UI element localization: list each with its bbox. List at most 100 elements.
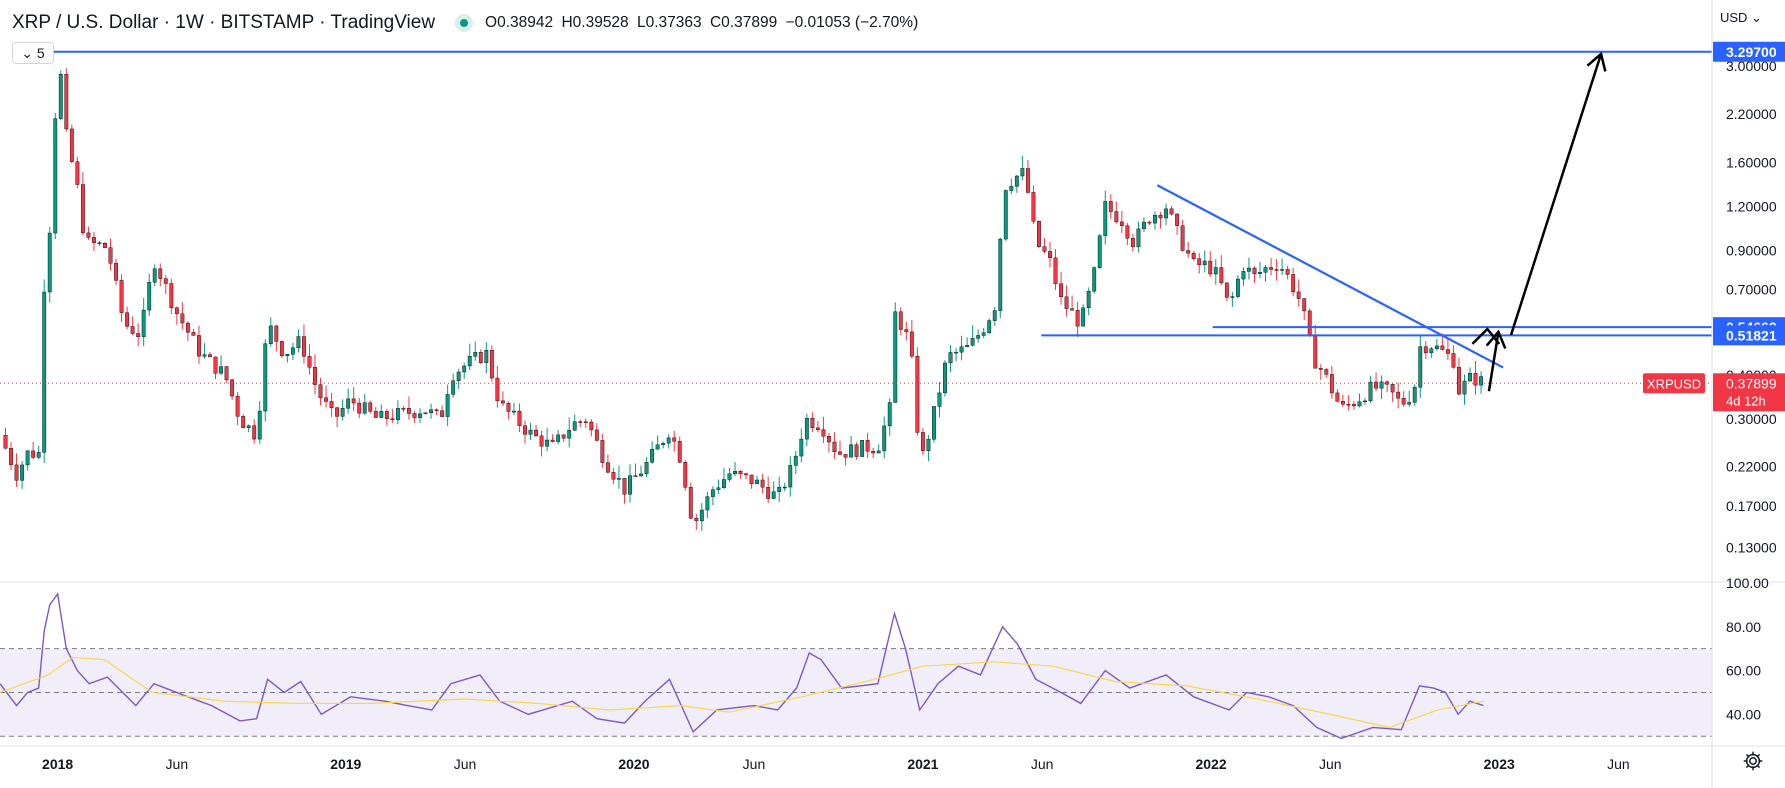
candle-down[interactable] [1451,353,1456,368]
candle-up[interactable] [556,434,561,442]
candle-down[interactable] [1302,298,1307,312]
candle-down[interactable] [1291,274,1296,293]
candle-down[interactable] [1186,250,1191,254]
candle-up[interactable] [1468,373,1472,382]
candle-up[interactable] [793,455,798,466]
candle-down[interactable] [191,332,196,336]
candle-up[interactable] [152,268,157,283]
candle-up[interactable] [1020,168,1025,177]
candle-down[interactable] [97,242,102,245]
candle-down[interactable] [324,397,328,402]
candle-up[interactable] [545,439,550,447]
candle-down[interactable] [103,243,107,248]
candle-up[interactable] [484,350,489,363]
candle-up[interactable] [219,366,223,374]
candle-up[interactable] [699,509,704,522]
candle-up[interactable] [650,448,655,463]
candle-down[interactable] [1114,211,1119,223]
candle-down[interactable] [252,425,257,440]
candle-down[interactable] [368,402,373,412]
candle-down[interactable] [500,400,505,404]
candle-down[interactable] [1048,251,1052,259]
candle-up[interactable] [1379,381,1384,389]
candle-up[interactable] [202,354,207,357]
candle-down[interactable] [1130,238,1135,248]
candle-down[interactable] [401,408,406,410]
candle-down[interactable] [335,407,340,417]
candle-up[interactable] [1086,290,1091,309]
candle-up[interactable] [340,408,345,417]
candle-up[interactable] [20,464,25,481]
candle-down[interactable] [351,398,356,404]
candle-down[interactable] [578,421,583,423]
candle-up[interactable] [639,473,643,477]
candle-down[interactable] [583,421,588,424]
candle-down[interactable] [1169,208,1174,215]
candle-up[interactable] [804,418,809,440]
candle-down[interactable] [9,448,13,466]
candle-down[interactable] [1252,267,1257,274]
candle-up[interactable] [727,473,732,480]
candle-up[interactable] [876,450,881,454]
candle-up[interactable] [655,444,660,450]
candle-up[interactable] [661,442,666,446]
candle-down[interactable] [589,421,594,431]
candle-up[interactable] [954,351,958,354]
candle-up[interactable] [887,402,892,427]
candle-down[interactable] [517,410,522,426]
candle-down[interactable] [506,402,511,412]
candle-down[interactable] [1075,310,1080,327]
candle-up[interactable] [1092,267,1097,292]
candle-down[interactable] [838,451,842,455]
candle-up[interactable] [628,475,632,495]
candle-down[interactable] [489,350,494,379]
candle-down[interactable] [1224,282,1229,298]
candle-up[interactable] [882,425,887,452]
candle-up[interactable] [1357,401,1362,407]
candle-up[interactable] [1213,267,1218,275]
candle-down[interactable] [688,487,693,519]
candle-down[interactable] [854,444,859,457]
candle-up[interactable] [733,471,737,475]
candle-down[interactable] [224,366,229,380]
candle-down[interactable] [1440,345,1445,350]
candle-up[interactable] [512,410,516,413]
candle-down[interactable] [523,425,527,435]
candle-down[interactable] [384,411,389,419]
candle-down[interactable] [1423,346,1428,354]
candle-down[interactable] [1191,252,1196,259]
candle-up[interactable] [965,345,970,348]
candle-down[interactable] [1296,291,1301,299]
candle-up[interactable] [755,479,760,485]
candle-up[interactable] [926,439,931,451]
candle-down[interactable] [180,313,185,324]
candle-down[interactable] [1313,335,1318,369]
candle-up[interactable] [1418,346,1423,388]
candle-down[interactable] [1457,367,1461,395]
candle-up[interactable] [799,438,804,457]
candle-down[interactable] [534,429,538,437]
candle-up[interactable] [1280,269,1285,271]
candle-down[interactable] [815,427,820,430]
candle-down[interactable] [605,462,610,473]
candle-up[interactable] [959,346,964,353]
gear-icon[interactable] [1742,750,1764,772]
candle-up[interactable] [462,365,467,373]
candle-up[interactable] [1142,221,1146,230]
candle-up[interactable] [1235,278,1240,297]
candle-down[interactable] [1219,267,1224,284]
candle-down[interactable] [119,280,124,313]
candle-down[interactable] [185,322,190,333]
candle-up[interactable] [860,440,865,457]
candle-down[interactable] [1324,369,1329,375]
candle-down[interactable] [163,278,168,284]
candle-down[interactable] [302,336,306,357]
candle-down[interactable] [1119,221,1124,226]
candle-up[interactable] [423,412,428,415]
candle-up[interactable] [644,462,649,475]
candle-down[interactable] [235,395,240,417]
candle-up[interactable] [58,73,63,119]
candle-down[interactable] [600,440,605,463]
candle-up[interactable] [1263,267,1268,273]
